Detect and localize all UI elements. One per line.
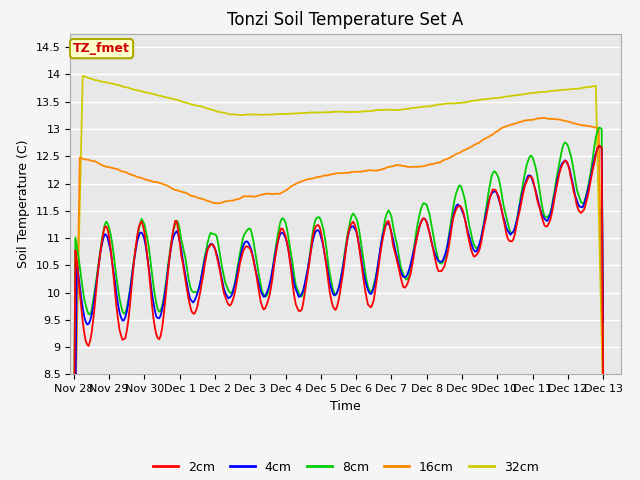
Text: TZ_fmet: TZ_fmet [73, 42, 130, 55]
Legend: 2cm, 4cm, 8cm, 16cm, 32cm: 2cm, 4cm, 8cm, 16cm, 32cm [148, 456, 543, 479]
Y-axis label: Soil Temperature (C): Soil Temperature (C) [17, 140, 30, 268]
X-axis label: Time: Time [330, 400, 361, 413]
Title: Tonzi Soil Temperature Set A: Tonzi Soil Temperature Set A [227, 11, 464, 29]
